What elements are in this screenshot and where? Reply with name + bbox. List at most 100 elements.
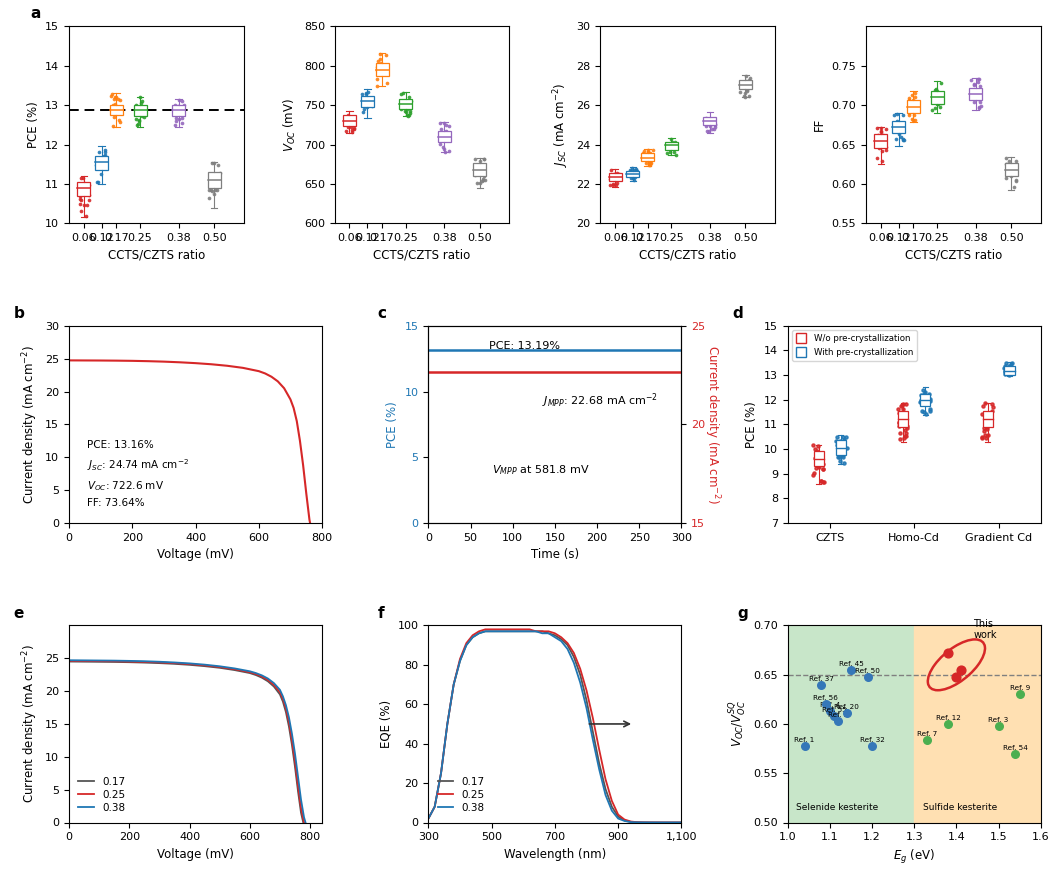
Point (829, 450, 846, 464)
Point (737, 69, 754, 83)
Point (605, 167, 622, 181)
0.38 (108, 655, 121, 666)
0.38 (548, 632, 561, 642)
Point (915, 387, 932, 401)
Point (907, 90, 924, 104)
Point (207, 183, 224, 197)
Point (998, 364, 1015, 378)
Point (475, 173, 492, 187)
Point (466, 168, 483, 182)
Point (829, 714, 846, 728)
Point (815, 457, 832, 471)
Point (661, 142, 678, 156)
Point (474, 164, 491, 178)
Point (698, 112, 715, 126)
Point (169, 99, 186, 113)
0.17 (637, 817, 650, 828)
Point (869, 121, 886, 135)
Point (919, 732, 936, 746)
Bar (78, 182, 90, 196)
Point (921, 388, 938, 402)
Point (109, 92, 126, 106)
Point (338, 117, 355, 131)
Point (1000, 360, 1017, 374)
0.25 (644, 817, 656, 828)
Point (435, 143, 452, 157)
Bar (627, 172, 639, 177)
0.25 (485, 624, 498, 634)
Point (912, 395, 929, 409)
Point (812, 474, 829, 488)
Y-axis label: Current density (mA cm$^{-2}$): Current density (mA cm$^{-2}$) (20, 345, 39, 504)
Point (440, 127, 457, 141)
0.25 (479, 624, 492, 634)
Bar (1005, 164, 1017, 176)
Point (173, 104, 190, 118)
Bar (788, 626, 914, 822)
0.25 (593, 745, 605, 755)
Point (641, 149, 658, 163)
0.17 (63, 656, 75, 667)
Point (734, 78, 751, 92)
0.25 (274, 687, 287, 697)
Point (438, 125, 455, 139)
Point (740, 77, 757, 91)
Point (73, 188, 90, 202)
Point (815, 461, 832, 475)
Point (970, 100, 987, 114)
Point (641, 156, 658, 170)
Point (434, 140, 451, 154)
0.17 (479, 626, 492, 637)
Point (610, 171, 627, 185)
Point (890, 419, 907, 433)
Bar (982, 411, 993, 427)
Point (971, 73, 988, 87)
Bar (399, 99, 412, 109)
0.38 (297, 812, 310, 822)
Point (915, 389, 932, 403)
0.25 (605, 795, 618, 806)
Point (974, 407, 991, 421)
X-axis label: Time (s): Time (s) (531, 549, 579, 561)
0.17 (580, 695, 593, 705)
Text: Ref. 3: Ref. 3 (989, 717, 1009, 723)
0.38 (675, 817, 688, 828)
0.38 (511, 626, 524, 637)
Point (361, 94, 378, 108)
0.38 (299, 817, 312, 828)
Point (341, 110, 358, 124)
Point (874, 135, 891, 149)
0.17 (548, 630, 561, 640)
Point (1011, 688, 1028, 702)
0.17 (153, 658, 166, 668)
Point (361, 93, 378, 107)
Point (700, 114, 717, 128)
Point (978, 420, 995, 434)
Point (103, 88, 120, 102)
Point (668, 148, 685, 162)
Point (921, 404, 938, 418)
0.17 (517, 626, 530, 637)
Point (343, 123, 360, 137)
Bar (109, 105, 123, 115)
Point (1003, 358, 1020, 372)
Line: 0.38: 0.38 (428, 632, 682, 822)
Point (736, 89, 753, 103)
Point (903, 88, 920, 102)
0.38 (567, 658, 580, 668)
0.25 (511, 624, 524, 634)
Point (400, 90, 417, 104)
Text: Selenide kesterite: Selenide kesterite (796, 802, 878, 812)
0.17 (554, 634, 567, 645)
Point (706, 120, 723, 134)
Point (838, 430, 855, 444)
Point (1006, 180, 1023, 194)
Bar (376, 63, 389, 76)
0.38 (524, 626, 536, 637)
Point (905, 113, 922, 127)
Point (97, 153, 114, 167)
Point (129, 117, 145, 131)
0.25 (228, 664, 241, 675)
0.38 (243, 666, 256, 676)
0.38 (624, 817, 637, 828)
